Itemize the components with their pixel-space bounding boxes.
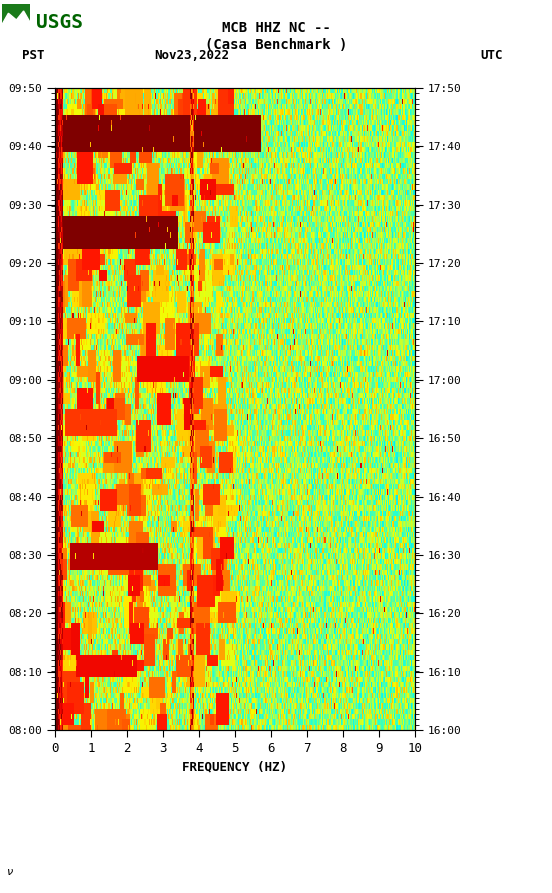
Text: PST: PST (22, 49, 45, 62)
Text: USGS: USGS (35, 13, 83, 32)
X-axis label: FREQUENCY (HZ): FREQUENCY (HZ) (183, 760, 288, 773)
FancyBboxPatch shape (2, 4, 30, 34)
Text: Nov23,2022: Nov23,2022 (155, 49, 230, 62)
Text: MCB HHZ NC --: MCB HHZ NC -- (221, 21, 331, 35)
Polygon shape (2, 11, 30, 34)
Text: (Casa Benchmark ): (Casa Benchmark ) (205, 38, 347, 52)
Text: UTC: UTC (480, 49, 503, 62)
Text: $\nu$: $\nu$ (6, 867, 13, 877)
